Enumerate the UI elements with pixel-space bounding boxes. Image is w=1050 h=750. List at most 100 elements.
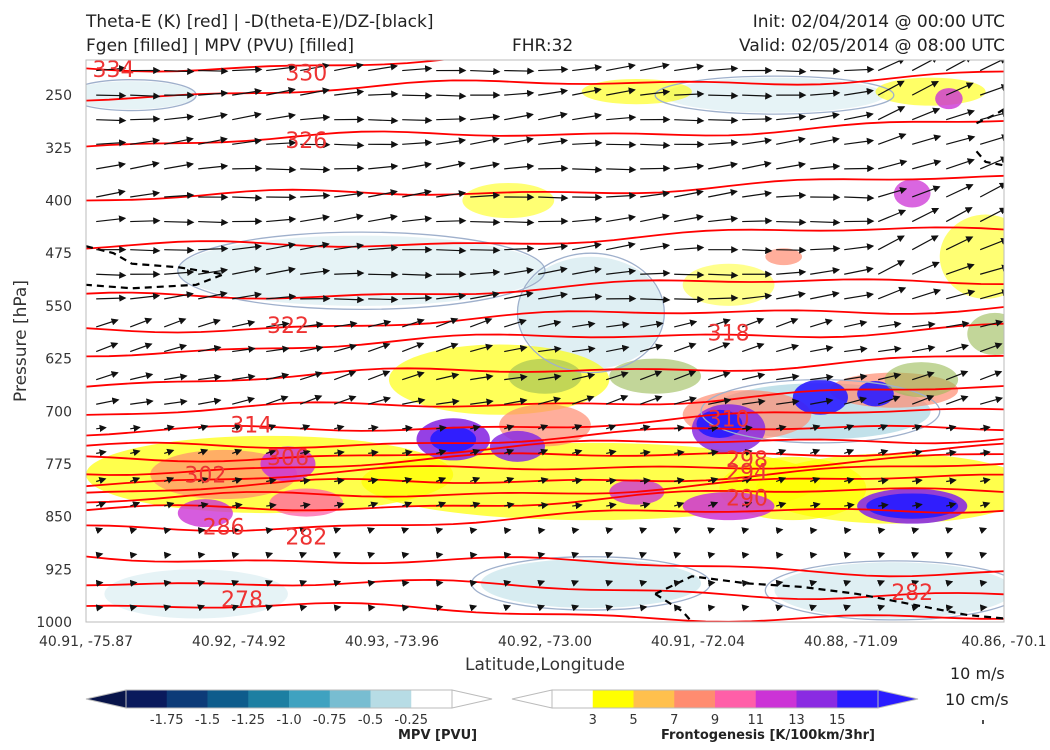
wind-vector	[776, 161, 806, 170]
wind-vector	[572, 166, 603, 174]
wind-vector	[368, 449, 379, 457]
contour-label: 306	[267, 446, 309, 471]
wind-vector	[877, 80, 905, 96]
wind-vector	[776, 246, 807, 254]
wind-vector	[606, 214, 636, 223]
wind-vector	[231, 448, 243, 456]
wind-vector	[129, 342, 153, 353]
wind-vector	[130, 424, 141, 432]
wind-vector	[402, 318, 425, 328]
wind-vector	[197, 579, 206, 587]
wind-vector	[809, 604, 818, 612]
colorbar-segment	[289, 690, 331, 708]
wind-vector	[844, 502, 855, 510]
wind-vector	[164, 398, 188, 406]
wind-vector	[945, 60, 973, 72]
x-tick-label: 40.92, -74.92	[192, 634, 286, 650]
wind-vector	[504, 344, 528, 353]
wind-vector	[980, 449, 991, 457]
y-tick-label: 925	[45, 562, 72, 578]
wind-vector	[436, 92, 467, 100]
wind-vector	[197, 551, 206, 559]
wind-vector	[843, 527, 852, 535]
wind-vector	[470, 67, 501, 76]
wind-vector	[980, 289, 1004, 300]
contour-label: 318	[708, 322, 750, 347]
wind-vector	[368, 63, 398, 72]
colorbar-tick-label: -1.5	[195, 713, 220, 728]
wind-vector	[605, 579, 614, 587]
contour-label: 302	[184, 463, 226, 488]
wind-vector	[606, 344, 630, 353]
wind-vector	[742, 190, 773, 198]
wind-vector	[673, 527, 682, 535]
x-axis: 40.91, -75.87 40.92, -74.92 40.93, -73.96 4…	[39, 634, 1047, 650]
wind-vector	[708, 397, 732, 405]
reference-vector-wind: 10 m/s	[950, 664, 1005, 683]
shaded-blob	[682, 492, 775, 521]
wind-vector	[741, 527, 750, 535]
wind-vector	[877, 132, 907, 145]
wind-vector	[469, 604, 478, 612]
wind-vector	[741, 551, 750, 559]
wind-vector	[96, 424, 107, 432]
wind-vector	[436, 137, 467, 145]
wind-vector	[810, 290, 840, 300]
title-line-2: Fgen [filled] | MPV (PVU) [filled]	[86, 36, 355, 56]
x-tick-label: 40.91, -75.87	[39, 634, 133, 650]
wind-vector	[742, 372, 766, 381]
wind-vector	[435, 527, 444, 535]
colorbar-segment	[755, 690, 797, 708]
shaded-blob	[581, 78, 692, 105]
wind-vector	[673, 551, 682, 559]
wind-vector	[878, 320, 902, 329]
wind-vector	[299, 394, 323, 405]
wind-vector	[946, 477, 957, 485]
wind-vector	[164, 373, 188, 381]
wind-vector	[130, 137, 161, 145]
wind-vector	[674, 295, 705, 304]
wind-vector	[470, 373, 494, 381]
contour-label: 322	[267, 314, 309, 339]
stability-line	[654, 575, 1004, 620]
wind-vector	[130, 372, 154, 381]
wind-vector	[367, 551, 376, 559]
wind-vector	[265, 579, 274, 587]
wind-vector	[300, 424, 311, 432]
init-time: Init: 02/04/2014 @ 00:00 UTC	[752, 12, 1005, 32]
wind-vector	[945, 604, 954, 612]
wind-vector	[674, 501, 685, 509]
wind-vector	[130, 92, 161, 100]
forecast-hour: FHR:32	[512, 36, 574, 56]
colorbar-segment	[370, 690, 412, 708]
contour-label: 278	[221, 588, 263, 613]
theta-e-line	[86, 385, 1004, 416]
wind-vector	[401, 501, 413, 509]
wind-vector	[231, 579, 240, 587]
wind-vector	[708, 371, 731, 381]
wind-vector	[606, 241, 636, 251]
wind-vector	[707, 501, 719, 509]
wind-vector	[810, 501, 821, 509]
wind-vector	[504, 67, 535, 75]
wind-vector	[436, 398, 460, 406]
wind-vector	[707, 551, 716, 559]
wind-vector	[911, 60, 939, 72]
wind-vector	[334, 449, 345, 457]
contour-label: 282	[891, 581, 933, 606]
wind-vector	[945, 551, 954, 559]
wind-vector	[911, 235, 939, 251]
wind-vector	[639, 395, 663, 405]
wind-vector	[436, 217, 467, 225]
y-tick-label: 700	[45, 404, 72, 420]
wind-vector	[912, 501, 923, 510]
wind-vector	[674, 189, 704, 198]
wind-vector	[504, 318, 527, 328]
wind-vector	[130, 246, 161, 255]
wind-vector	[946, 263, 975, 275]
colorbar-segment	[207, 690, 249, 708]
wind-vector	[164, 113, 195, 121]
wind-vector	[504, 245, 535, 253]
wind-vector	[232, 501, 243, 510]
wind-vector	[776, 136, 806, 145]
